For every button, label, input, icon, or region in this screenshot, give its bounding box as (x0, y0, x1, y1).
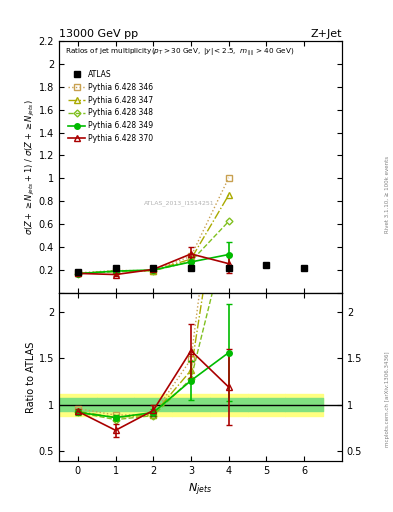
Y-axis label: Ratio to ATLAS: Ratio to ATLAS (26, 341, 36, 413)
Text: 13000 GeV pp: 13000 GeV pp (59, 29, 138, 39)
Legend: ATLAS, Pythia 6.428 346, Pythia 6.428 347, Pythia 6.428 348, Pythia 6.428 349, P: ATLAS, Pythia 6.428 346, Pythia 6.428 34… (68, 70, 153, 143)
Text: mcplots.cern.ch [arXiv:1306.3436]: mcplots.cern.ch [arXiv:1306.3436] (385, 352, 390, 447)
Y-axis label: $\sigma(Z + \geq N_{jets}+1)\ /\ \sigma(Z + \geq N_{jets})$: $\sigma(Z + \geq N_{jets}+1)\ /\ \sigma(… (24, 99, 37, 234)
Text: Rivet 3.1.10, ≥ 100k events: Rivet 3.1.10, ≥ 100k events (385, 156, 390, 233)
Text: Ratios of jet multiplicity$(p_T > 30\ \mathrm{GeV},\ |y| < 2.5,\ m_{\parallel\!\: Ratios of jet multiplicity$(p_T > 30\ \m… (64, 46, 294, 57)
X-axis label: $N_{jets}$: $N_{jets}$ (188, 481, 213, 498)
Text: Z+Jet: Z+Jet (310, 29, 342, 39)
Text: ATLAS_2013_I1514251: ATLAS_2013_I1514251 (144, 201, 215, 206)
